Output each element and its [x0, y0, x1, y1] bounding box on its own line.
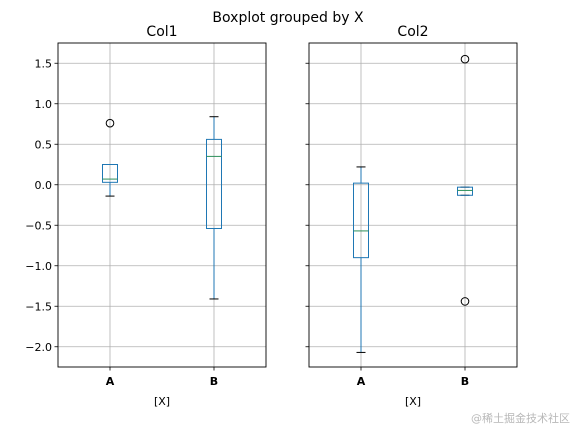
axes-frame [57, 42, 267, 368]
y-tick-label: −1.0 [25, 260, 52, 273]
figure-title: Boxplot grouped by X [212, 10, 364, 26]
axes-frame [308, 42, 518, 368]
grid-0 [58, 43, 266, 367]
outlier-point [460, 297, 470, 306]
y-tick-label: −1.5 [25, 300, 52, 313]
x-tick-label: B [210, 375, 218, 388]
watermark: @稀土掘金技术社区 [471, 412, 570, 425]
x-axis-label-col1: [X] [154, 395, 170, 408]
panel-title-col1: Col1 [146, 24, 177, 40]
y-tick-label: 1.0 [35, 98, 53, 111]
box-iqr [353, 182, 369, 259]
box-a-col2 [353, 166, 369, 353]
box-a-col1 [102, 118, 118, 197]
outlier-point [460, 54, 470, 64]
y-tick-label: −2.0 [25, 341, 52, 354]
panel-col2: Col2 [X] A B [305, 24, 518, 408]
x-axis-label-col2: [X] [405, 395, 421, 408]
outlier-point [105, 118, 115, 128]
grid-1 [309, 43, 517, 367]
box-b-col1 [206, 116, 222, 300]
x-tick-label: A [357, 375, 366, 388]
box-iqr [457, 186, 473, 196]
y-tick-label: 1.5 [35, 57, 53, 70]
panel-title-col2: Col2 [397, 24, 428, 40]
x-tick-label: A [106, 375, 115, 388]
box-iqr [206, 138, 222, 229]
y-tick-label: −0.5 [25, 219, 52, 232]
box-iqr [102, 164, 118, 183]
x-tick-label: B [461, 375, 469, 388]
box-b-col2 [457, 54, 473, 306]
panel-col1: Col1 [X] 1.5 1.0 0.5 0.0 −0.5 −1.0 −1.5 −2.0 A B [25, 24, 267, 408]
y-tick-label: 0.0 [35, 179, 53, 192]
y-tick-label: 0.5 [35, 138, 53, 151]
